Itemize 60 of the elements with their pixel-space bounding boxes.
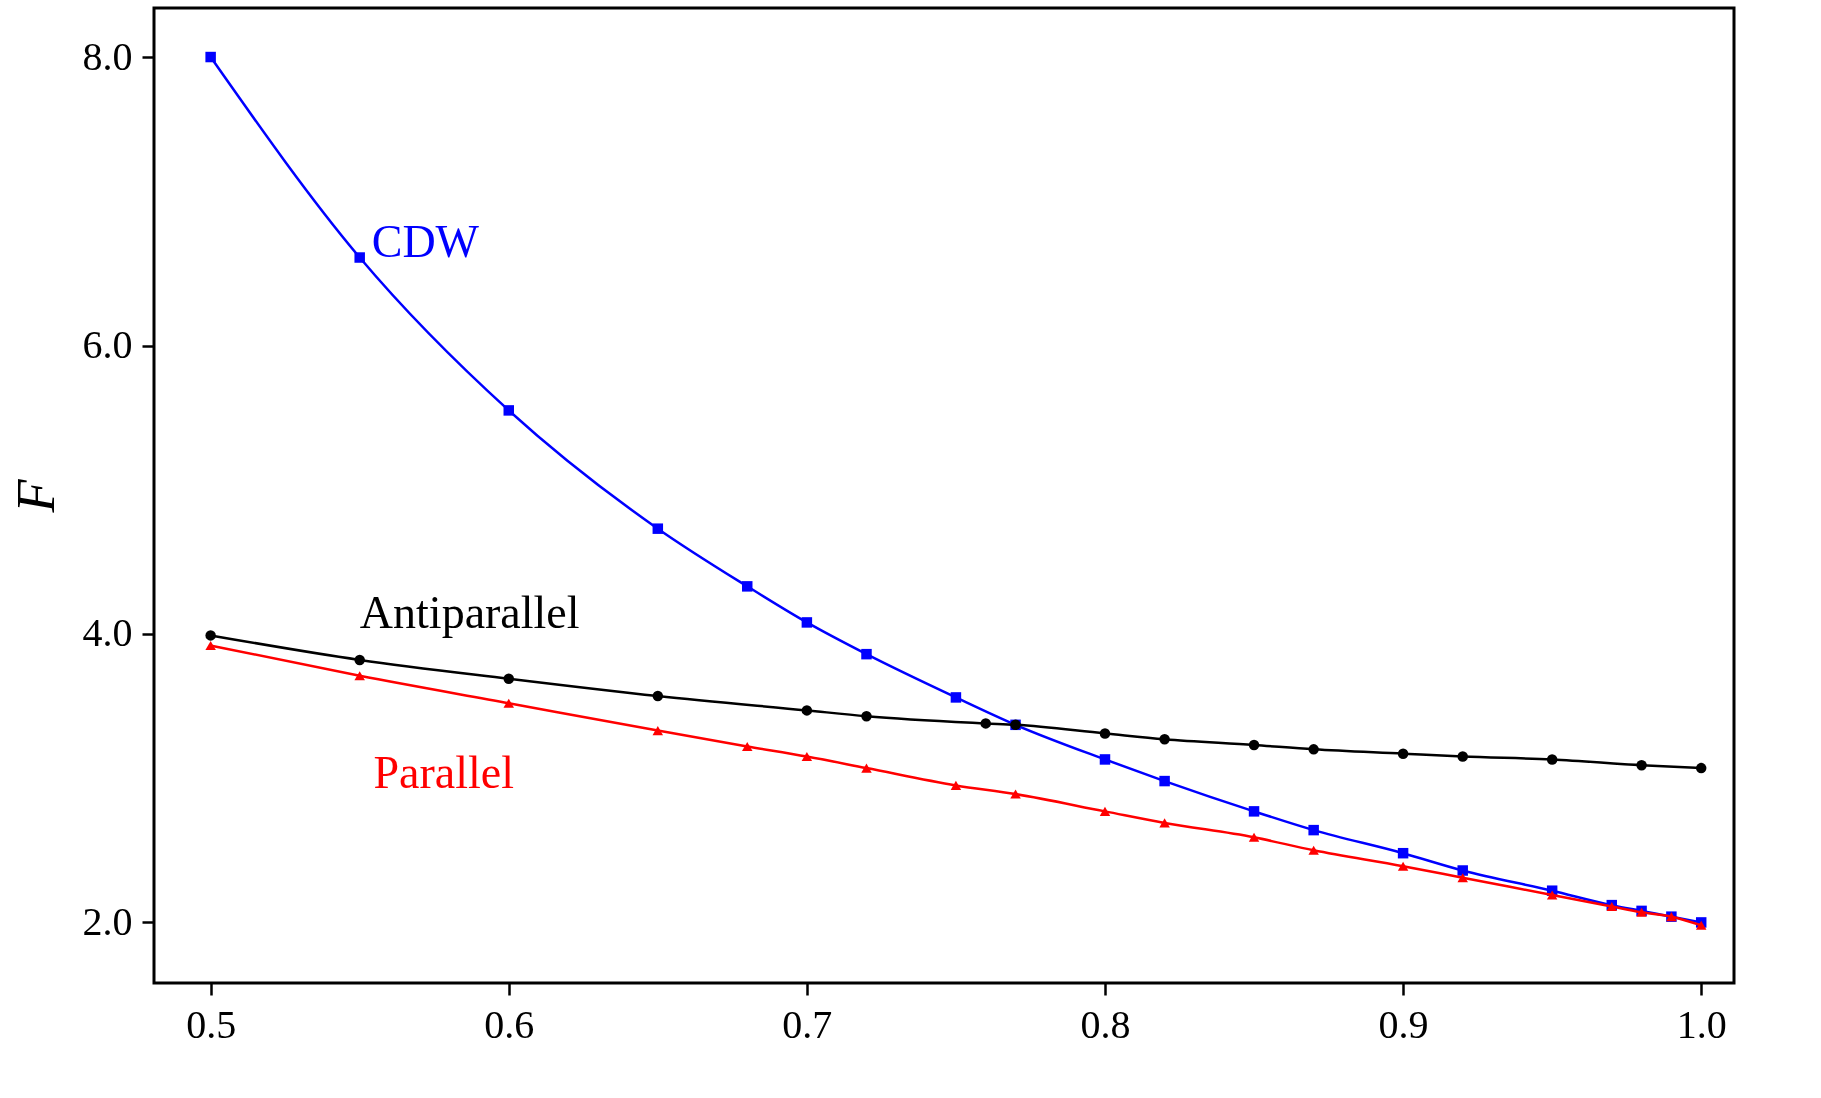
point bbox=[1159, 818, 1170, 828]
point bbox=[801, 752, 813, 762]
point bbox=[205, 630, 216, 641]
series-label: Antiparallel bbox=[359, 586, 580, 638]
point bbox=[801, 617, 813, 628]
point bbox=[1248, 739, 1260, 751]
point bbox=[980, 718, 991, 729]
point bbox=[354, 671, 365, 681]
point bbox=[1397, 861, 1409, 871]
point bbox=[1546, 754, 1558, 765]
x-tick-label: 0.6 bbox=[484, 1001, 535, 1047]
series-label: CDW bbox=[371, 215, 480, 267]
x-tick-label: 0.7 bbox=[782, 1001, 833, 1047]
point bbox=[503, 698, 514, 708]
y-tick-label: 6.0 bbox=[82, 322, 133, 367]
point bbox=[1457, 751, 1468, 762]
point bbox=[1099, 728, 1111, 739]
point bbox=[652, 523, 664, 534]
point bbox=[742, 581, 753, 592]
point bbox=[1695, 762, 1707, 774]
point bbox=[354, 252, 365, 263]
point bbox=[1457, 865, 1468, 876]
point bbox=[205, 640, 216, 651]
point bbox=[950, 780, 962, 790]
y-tick-label: 2.0 bbox=[82, 898, 133, 944]
point bbox=[1099, 806, 1111, 816]
point bbox=[861, 763, 872, 773]
point bbox=[1248, 806, 1260, 817]
point bbox=[503, 405, 514, 416]
point bbox=[1546, 890, 1558, 900]
point bbox=[1397, 748, 1409, 759]
point bbox=[652, 726, 664, 736]
point bbox=[1308, 744, 1319, 755]
point bbox=[1099, 754, 1111, 765]
point bbox=[205, 51, 216, 63]
point bbox=[1248, 832, 1260, 842]
point bbox=[354, 654, 365, 666]
point bbox=[1397, 847, 1409, 859]
series-label: Parallel bbox=[373, 746, 514, 798]
y-axis-title: F bbox=[5, 478, 66, 514]
point bbox=[861, 710, 872, 722]
point bbox=[1308, 845, 1319, 855]
x-tick-label: 0.8 bbox=[1080, 1001, 1131, 1047]
point bbox=[1010, 789, 1021, 799]
point bbox=[503, 673, 514, 684]
point bbox=[1159, 775, 1170, 787]
y-tick-label: 8.0 bbox=[82, 33, 133, 79]
x-tick-label: 1.0 bbox=[1676, 1001, 1727, 1047]
point bbox=[1159, 734, 1170, 745]
point bbox=[801, 705, 813, 716]
x-tick-label: 0.5 bbox=[186, 1001, 237, 1047]
point bbox=[652, 690, 664, 702]
point bbox=[1457, 873, 1468, 883]
point bbox=[1636, 759, 1647, 771]
point bbox=[861, 648, 872, 660]
x-tick-label: 0.9 bbox=[1378, 1001, 1429, 1047]
point bbox=[950, 692, 962, 703]
point bbox=[742, 741, 753, 751]
point bbox=[1308, 824, 1319, 836]
y-tick-label: 4.0 bbox=[82, 610, 133, 656]
